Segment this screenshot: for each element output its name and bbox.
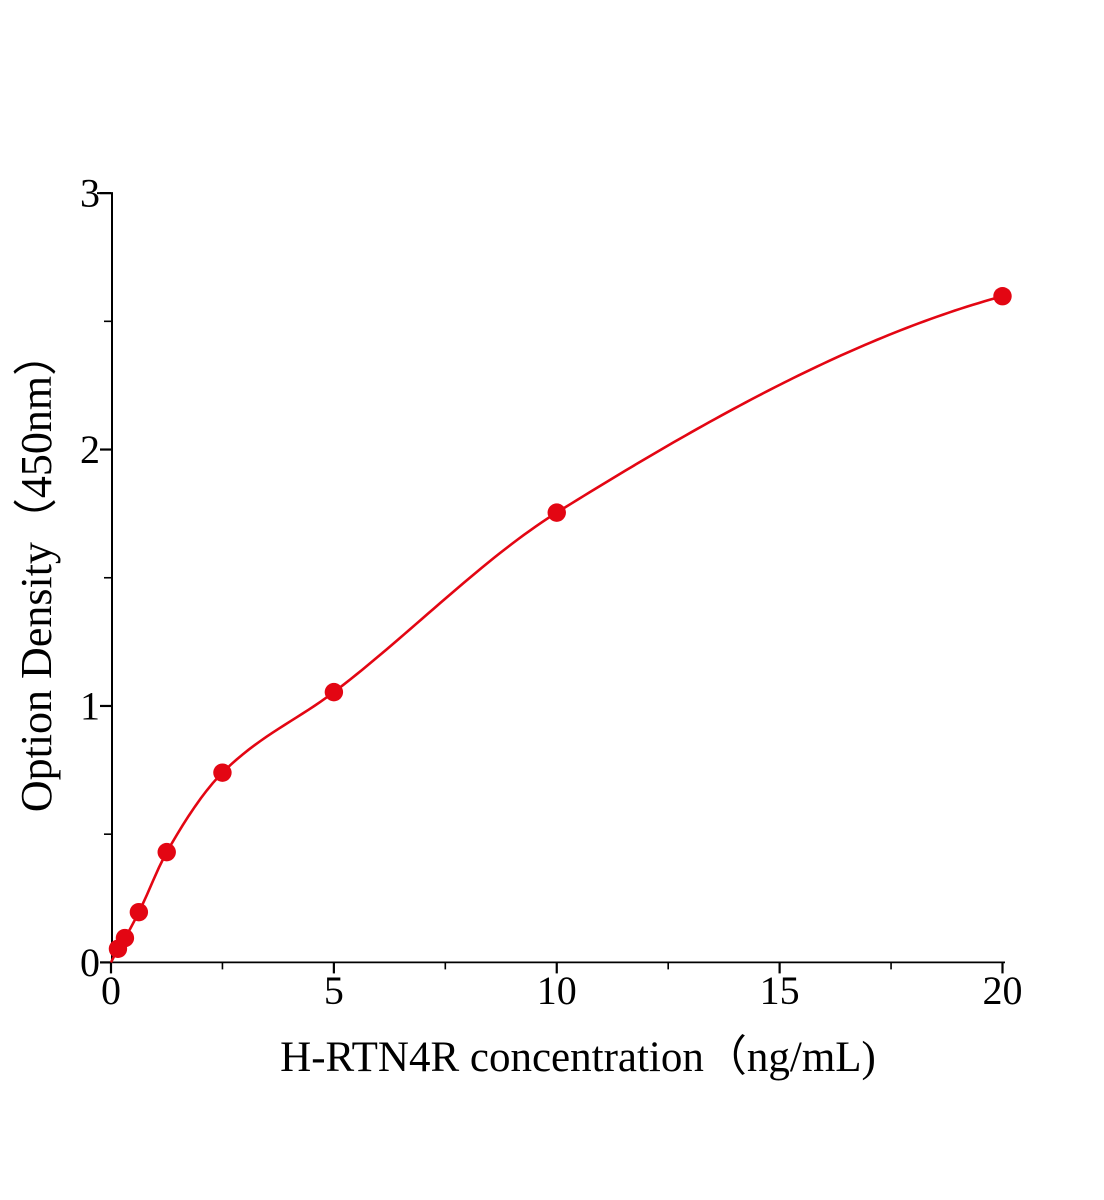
svg-text:1: 1	[80, 684, 100, 729]
svg-text:10: 10	[537, 968, 577, 1013]
svg-text:5: 5	[324, 968, 344, 1013]
svg-text:0: 0	[80, 940, 100, 985]
svg-text:2: 2	[80, 427, 100, 472]
svg-text:15: 15	[760, 968, 800, 1013]
svg-text:3: 3	[80, 171, 100, 216]
svg-text:20: 20	[983, 968, 1023, 1013]
svg-text:0: 0	[101, 968, 121, 1013]
